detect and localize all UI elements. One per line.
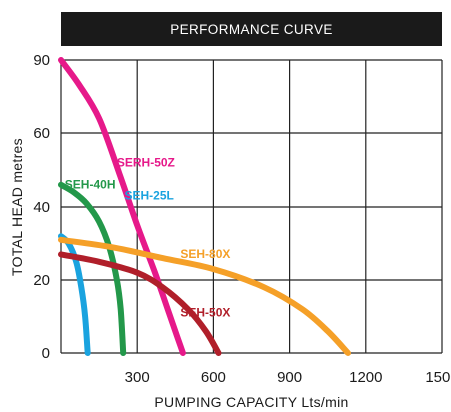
y-tick-label: 60: [33, 125, 50, 142]
grid: [60, 59, 443, 354]
series-label-seh-80x: SEH-80X: [180, 247, 230, 261]
title-bar: [61, 12, 442, 46]
series-line-seh-50x: [58, 251, 222, 356]
series-label-seh-50x: SEH-50X: [180, 306, 230, 320]
series-label-seh-25l: SEH-25L: [125, 189, 174, 203]
series-group: [58, 57, 351, 356]
x-tick-label: 600: [201, 369, 226, 386]
y-tick-label: 90: [33, 52, 50, 69]
y-axis-label: TOTAL HEAD metres: [9, 138, 25, 276]
series-line-seh-40h: [58, 181, 127, 356]
x-tick-label: 1200: [349, 369, 382, 386]
x-tick-label: 300: [125, 369, 150, 386]
series-label-seh-40h: SEH-40H: [65, 178, 116, 192]
series-label-serh-50z: SERH-50Z: [117, 155, 175, 169]
y-tick-label: 40: [33, 199, 50, 216]
y-tick-label: 20: [33, 272, 50, 289]
y-tick-label: 0: [42, 345, 50, 362]
series-line-serh-50z: [58, 57, 186, 356]
x-tick-label: 900: [277, 369, 302, 386]
chart-title: PERFORMANCE CURVE: [170, 22, 333, 37]
series-line-seh-80x: [58, 236, 351, 356]
x-axis-label: PUMPING CAPACITY Lts/min: [154, 394, 348, 410]
